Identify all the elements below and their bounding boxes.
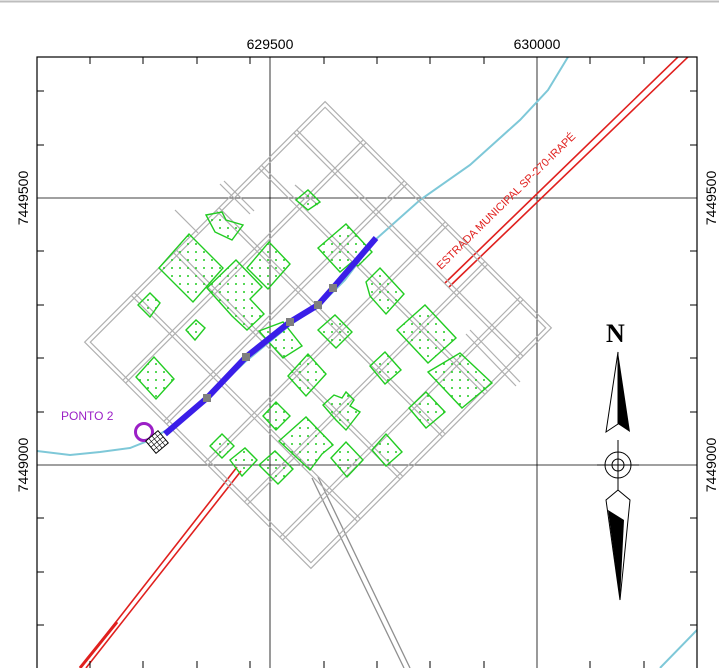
route-node (286, 318, 294, 326)
point-marker-icon (134, 422, 154, 442)
green-area (229, 447, 258, 478)
green-area (137, 292, 161, 319)
river (37, 57, 569, 457)
green-area (369, 350, 402, 385)
northing-label-right: 7449500 (703, 171, 719, 226)
green-area (209, 433, 235, 459)
green-area (185, 319, 206, 342)
river-branch (659, 629, 697, 668)
green-area (277, 416, 335, 472)
route-node (203, 394, 211, 402)
green-area (395, 304, 458, 364)
northing-label-left: 7449500 (15, 171, 31, 226)
green-area (287, 352, 327, 398)
frame-ticks (37, 57, 697, 668)
point-label: PONTO 2 (61, 409, 114, 423)
green-area (316, 314, 353, 349)
green-area (294, 189, 322, 211)
north-label: N (606, 319, 625, 348)
green-areas (135, 189, 494, 485)
route-node (314, 301, 322, 309)
route-node (242, 353, 250, 361)
green-area (246, 240, 291, 291)
green-area (257, 321, 304, 359)
green-area (262, 400, 291, 432)
green-area (322, 390, 362, 432)
easting-label: 630000 (514, 36, 561, 52)
green-area (365, 266, 405, 316)
road-southeast (311, 476, 411, 668)
green-area (204, 211, 245, 241)
route-node (329, 284, 337, 292)
road-label: ESTRADA MUNICIPAL SP-270-IRAPÉ (434, 130, 578, 272)
road-sp270 (78, 57, 690, 668)
green-area (135, 355, 175, 401)
map-frame (36, 56, 698, 668)
northing-label-right: 7449000 (703, 438, 719, 493)
green-area (426, 352, 494, 409)
street-stubs (174, 180, 521, 387)
green-area (330, 440, 364, 479)
green-area (408, 391, 447, 429)
green-area (371, 432, 403, 467)
green-area (206, 259, 265, 331)
northing-label-left: 7449000 (15, 438, 31, 493)
well-icon (145, 430, 169, 454)
coordinate-grid (37, 57, 697, 668)
green-area (257, 450, 294, 485)
city-blocks (83, 100, 553, 570)
north-arrow-icon: N (597, 319, 639, 601)
green-area (158, 232, 224, 304)
route-nodes (203, 284, 337, 402)
easting-label: 629500 (247, 36, 294, 52)
